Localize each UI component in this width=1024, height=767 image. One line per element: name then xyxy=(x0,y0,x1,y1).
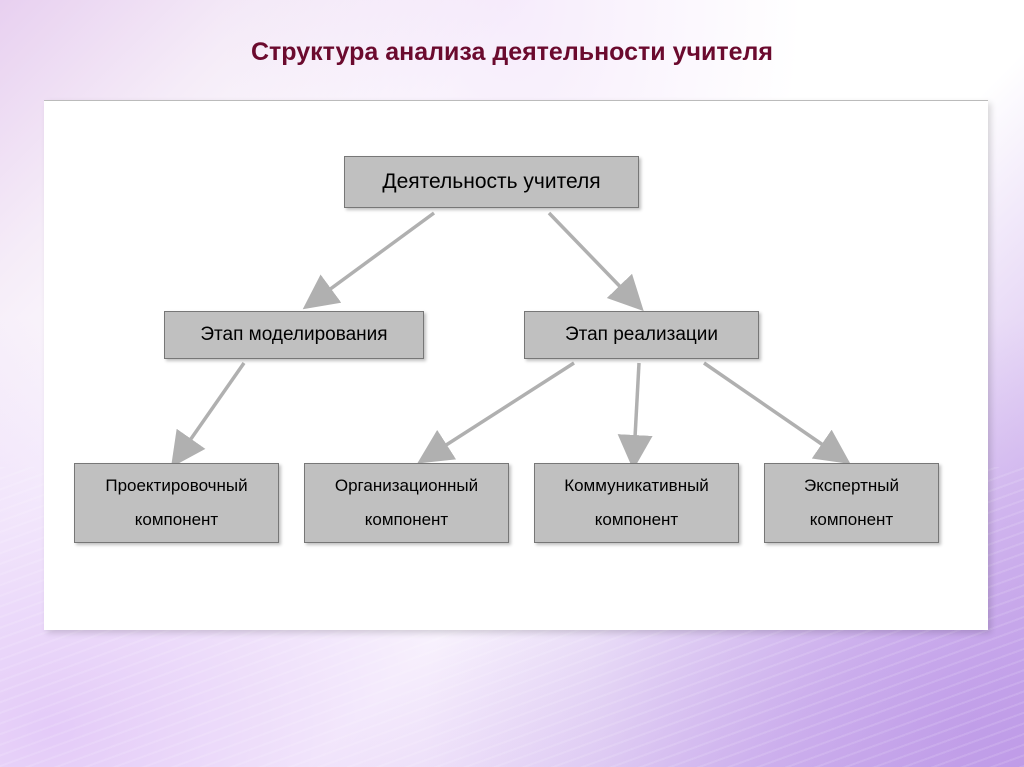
node-c2: Организационныйкомпонент xyxy=(304,463,509,543)
edge-stage1-c1 xyxy=(179,363,244,456)
node-stage2: Этап реализации xyxy=(524,311,759,359)
edge-root-stage2 xyxy=(549,213,634,301)
node-c1: Проектировочныйкомпонент xyxy=(74,463,279,543)
edge-root-stage1 xyxy=(314,213,434,301)
page-title: Структура анализа деятельности учителя xyxy=(0,38,1024,67)
node-c3: Коммуникативныйкомпонент xyxy=(534,463,739,543)
node-root: Деятельность учителя xyxy=(344,156,639,208)
edge-stage2-c4 xyxy=(704,363,839,456)
edge-stage2-c2 xyxy=(429,363,574,456)
diagram-canvas: Деятельность учителя Этап моделирования Эт… xyxy=(44,100,988,630)
node-stage1: Этап моделирования xyxy=(164,311,424,359)
edge-stage2-c3 xyxy=(634,363,639,456)
node-c4: Экспертныйкомпонент xyxy=(764,463,939,543)
